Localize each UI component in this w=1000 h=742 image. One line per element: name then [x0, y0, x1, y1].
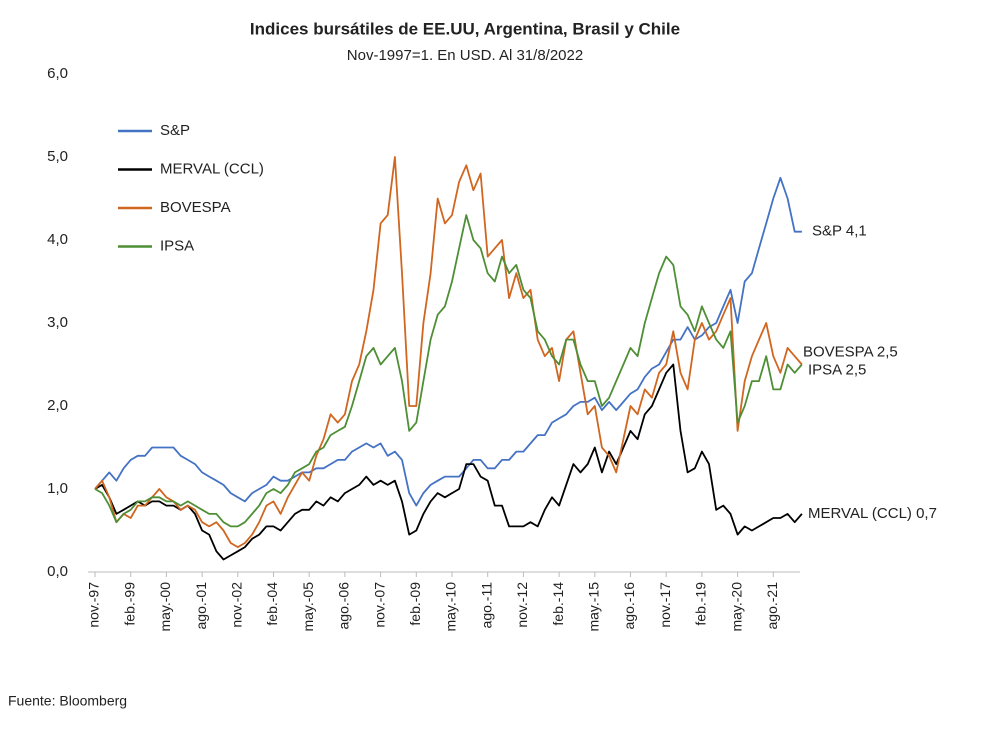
legend-label: IPSA — [160, 237, 194, 254]
y-tick-label: 4,0 — [47, 231, 68, 248]
series-line — [94, 156, 803, 548]
end-label: BOVESPA 2,5 — [803, 343, 898, 360]
x-tick-label: ago.-01 — [193, 582, 209, 630]
end-label: IPSA 2,5 — [808, 361, 866, 378]
chart-title: Indices bursátiles de EE.UU, Argentina, … — [250, 19, 680, 38]
x-tick-label: feb.-14 — [550, 582, 566, 626]
series-line — [94, 214, 803, 528]
y-tick-label: 0,0 — [47, 563, 68, 580]
source: Fuente: Bloomberg — [8, 693, 127, 709]
x-tick-label: feb.-99 — [121, 582, 137, 626]
chart-subtitle: Nov-1997=1. En USD. Al 31/8/2022 — [347, 47, 583, 64]
x-tick-label: may.-00 — [157, 582, 173, 632]
x-tick-label: feb.-09 — [407, 582, 423, 626]
x-tick-label: nov.-12 — [514, 582, 530, 628]
x-tick-label: may.-10 — [443, 582, 459, 632]
x-tick-label: nov.-97 — [86, 582, 102, 628]
x-tick-label: may.-20 — [728, 582, 744, 632]
x-tick-label: feb.-04 — [264, 582, 280, 626]
series-line — [94, 363, 803, 561]
legend-label: MERVAL (CCL) — [160, 160, 264, 177]
x-tick-label: nov.-17 — [657, 582, 673, 628]
x-tick-label: nov.-02 — [229, 582, 245, 628]
x-tick-label: ago.-21 — [764, 582, 780, 630]
legend-label: BOVESPA — [160, 199, 231, 216]
end-label: MERVAL (CCL) 0,7 — [808, 505, 937, 522]
x-tick-label: ago.-16 — [621, 582, 637, 630]
y-tick-label: 6,0 — [47, 65, 68, 82]
y-tick-label: 1,0 — [47, 480, 68, 497]
y-tick-label: 5,0 — [47, 148, 68, 165]
x-tick-label: may.-15 — [586, 582, 602, 632]
legend-label: S&P — [160, 122, 190, 139]
x-tick-label: may.-05 — [300, 582, 316, 632]
y-tick-label: 2,0 — [47, 397, 68, 414]
series-line — [94, 176, 802, 507]
x-tick-label: feb.-19 — [693, 582, 709, 626]
x-tick-label: ago.-11 — [478, 582, 494, 629]
x-tick-label: ago.-06 — [336, 582, 352, 630]
y-tick-label: 3,0 — [47, 314, 68, 331]
end-label: S&P 4,1 — [812, 223, 867, 240]
x-tick-label: nov.-07 — [371, 582, 387, 628]
